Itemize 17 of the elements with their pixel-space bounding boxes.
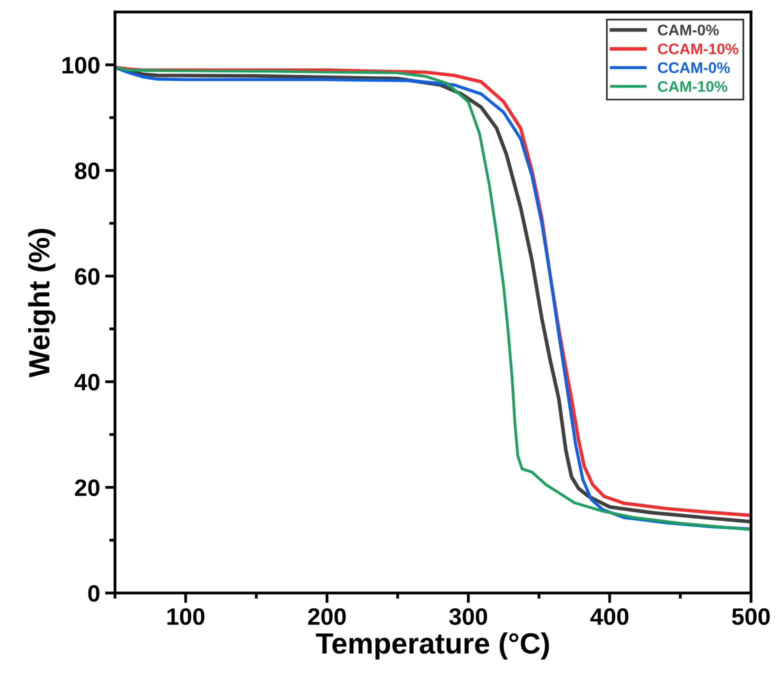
x-axis-title: Temperature (°C): [316, 632, 549, 660]
y-tick-label: 60: [75, 268, 100, 285]
x-tick-label: 100: [167, 608, 204, 625]
x-tick-label: 400: [590, 608, 628, 625]
y-tick-label: 0: [88, 585, 100, 602]
x-tick-label: 500: [732, 608, 770, 625]
legend-label: CCAM-10%: [658, 43, 738, 54]
x-tick-label: 300: [449, 608, 488, 625]
y-axis-title: Weight (%): [28, 228, 56, 378]
legend-label: CCAM-0%: [658, 62, 730, 74]
x-tick-label: 200: [308, 608, 346, 625]
y-tick-label: 20: [74, 479, 100, 496]
legend-label: CAM-10%: [658, 81, 728, 92]
legend-label: CAM-0%: [658, 24, 719, 36]
y-tick-label: 100: [62, 56, 100, 74]
y-tick-label: 80: [74, 162, 100, 180]
y-tick-label: 40: [74, 374, 100, 391]
